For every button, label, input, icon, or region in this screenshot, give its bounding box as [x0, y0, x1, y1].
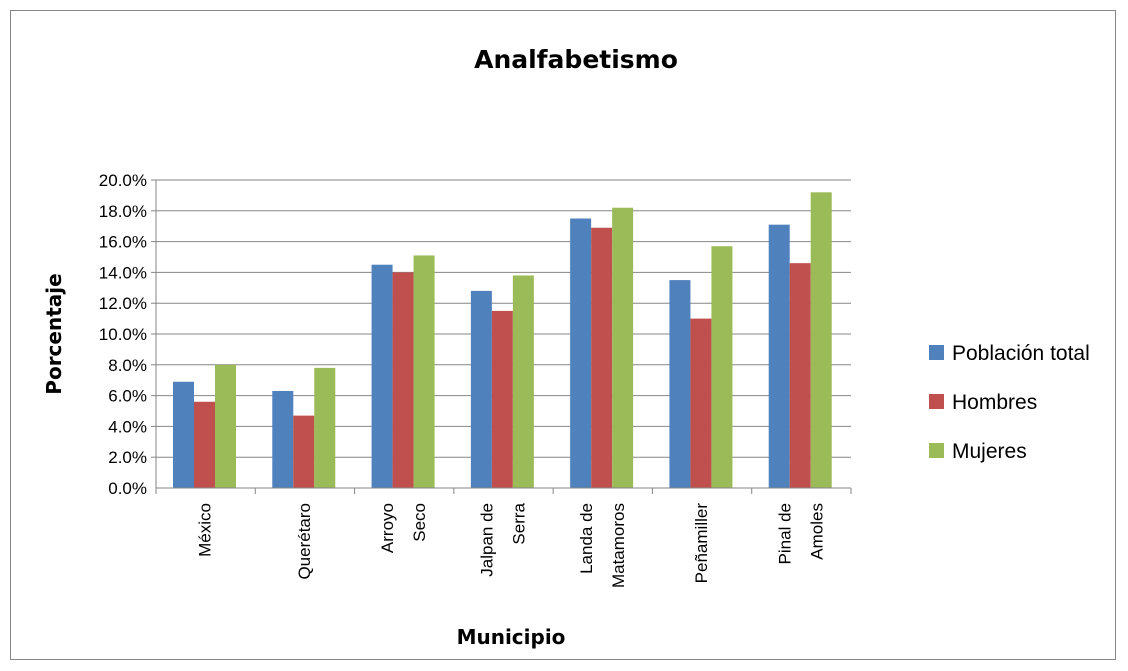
bar-3-1	[215, 364, 236, 488]
bar-3-2	[314, 367, 336, 488]
category-label: Landa de	[577, 503, 596, 574]
chart-title: Analfabetismo	[474, 45, 678, 74]
y-axis-title: Porcentaje	[42, 273, 66, 394]
bar-3-6	[711, 246, 733, 488]
bar-2-1	[194, 401, 215, 488]
bar-2-5	[591, 227, 613, 489]
legend-swatch	[929, 443, 944, 458]
y-tick-label: 8.0%	[108, 356, 147, 375]
x-axis-title: Municipio	[457, 625, 566, 649]
y-tick-label: 0.0%	[108, 479, 147, 498]
y-tick-label: 10.0%	[99, 325, 147, 344]
bar-2-6	[690, 318, 712, 488]
category-label: Pinal de	[775, 503, 794, 564]
category-label: Matamoros	[609, 503, 628, 588]
legend-swatch	[929, 345, 944, 360]
legend: Población total Hombres Mujeres	[929, 342, 1090, 463]
bar-1-1	[173, 381, 194, 488]
y-tick-label: 6.0%	[108, 387, 147, 406]
category-label: Arroyo	[378, 503, 397, 553]
y-tick-label: 18.0%	[99, 202, 147, 221]
y-tick-label: 12.0%	[99, 294, 147, 313]
category-label: Jalpan de	[478, 503, 497, 577]
bar-3-5	[612, 207, 634, 488]
bar-2-4	[491, 310, 513, 488]
bar-3-4	[512, 275, 534, 488]
category-label: México	[196, 503, 215, 557]
category-label: Amoles	[807, 503, 826, 560]
y-tick-label: 14.0%	[99, 263, 147, 282]
bar-3-3	[413, 255, 435, 488]
legend-swatch	[929, 394, 944, 409]
bar-1-3	[371, 264, 393, 488]
legend-label: Hombres	[952, 391, 1037, 414]
bar-1-6	[669, 280, 691, 488]
bar-1-5	[570, 218, 592, 488]
y-tick-label: 2.0%	[108, 448, 147, 467]
x-category-labels: México Querétaro Arroyo Seco Jalpan de Serra L…	[196, 502, 827, 588]
bars	[173, 192, 832, 489]
y-tick-label: 20.0%	[99, 171, 147, 190]
y-tick-label: 4.0%	[108, 417, 147, 436]
bar-2-7	[789, 263, 811, 488]
bar-1-4	[470, 290, 492, 488]
bar-1-2	[272, 390, 294, 488]
bar-3-7	[810, 192, 832, 488]
category-label: Querétaro	[295, 503, 314, 580]
category-label: Serra	[510, 502, 529, 544]
legend-label: Población total	[952, 342, 1090, 365]
category-label: Peñamiller	[692, 503, 711, 584]
axes	[151, 179, 852, 494]
y-tick-label: 16.0%	[99, 233, 147, 252]
chart-svg: Analfabetismo Porcentaje Municipio 0.0% 2…	[42, 45, 1090, 649]
bar-1-7	[768, 224, 790, 488]
legend-label: Mujeres	[952, 440, 1027, 463]
category-label: Seco	[410, 503, 429, 542]
chart-frame: Analfabetismo Porcentaje Municipio 0.0% 2…	[10, 10, 1116, 660]
bar-2-3	[392, 272, 414, 488]
y-tick-labels: 0.0% 2.0% 4.0% 6.0% 8.0% 10.0% 12.0% 14.0% 16.0%…	[99, 171, 147, 498]
bar-2-2	[293, 415, 315, 488]
